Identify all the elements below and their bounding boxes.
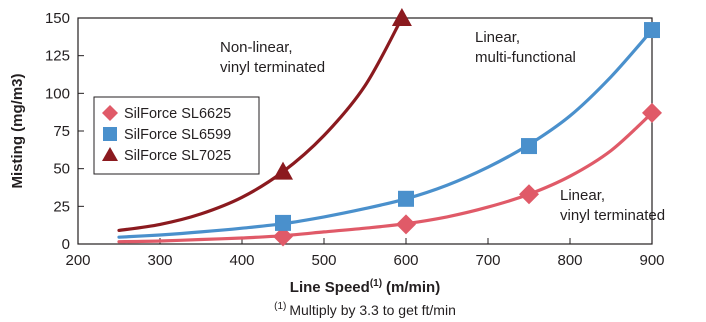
x-axis-title-superscript: (1) [370, 278, 382, 289]
legend-box [93, 96, 260, 175]
y-tick-label: 150 [45, 10, 70, 27]
data-point-square [644, 22, 660, 39]
legend-label-sl6599: SilForce SL6599 [124, 127, 231, 143]
y-tick-label: 50 [53, 161, 70, 178]
x-tick-label: 600 [393, 252, 418, 269]
x-axis-title: Line Speed(1) (m/min) [290, 278, 440, 296]
y-axis-ticks: 0 25 50 75 100 125 150 [45, 10, 84, 253]
annotation-linear-multifunctional-line1: Linear, [475, 29, 520, 46]
data-point-diamond [642, 102, 662, 123]
series-line-2 [117, 16, 404, 232]
y-axis-title: Misting (mg/m3) [9, 73, 26, 188]
series-line-1 [117, 28, 654, 239]
legend-diamond-icon [102, 105, 118, 121]
data-point-triangle [391, 8, 412, 26]
x-axis-title-main: Line Speed [290, 279, 370, 296]
legend-label-sl7025: SilForce SL7025 [124, 148, 231, 164]
annotation-linear-vinyl: Linear, vinyl terminated [560, 187, 665, 224]
data-point-square [521, 138, 537, 155]
x-tick-label: 400 [229, 252, 254, 269]
annotation-linear-vinyl-line1: Linear, [560, 187, 605, 204]
footnote: (1) Multiply by 3.3 to get ft/min [274, 301, 456, 318]
data-point-diamond [519, 184, 539, 205]
x-axis-title-unit: (m/min) [386, 279, 440, 296]
annotation-nonlinear-vinyl: Non-linear, vinyl terminated [220, 39, 325, 76]
annotation-nonlinear-vinyl-line2: vinyl terminated [220, 59, 325, 76]
annotation-linear-multifunctional-line2: multi-functional [475, 49, 576, 66]
annotation-linear-multifunctional: Linear, multi-functional [475, 29, 576, 66]
y-tick-label: 125 [45, 48, 70, 65]
x-tick-label: 200 [65, 252, 90, 269]
y-tick-label: 75 [53, 123, 70, 140]
data-point-triangle [273, 161, 293, 180]
y-tick-label: 100 [45, 85, 70, 102]
legend-label-sl6625: SilForce SL6625 [124, 106, 231, 122]
x-tick-label: 700 [475, 252, 500, 269]
x-tick-label: 300 [147, 252, 172, 269]
footnote-text: Multiply by 3.3 to get ft/min [289, 302, 456, 318]
x-tick-label: 500 [311, 252, 336, 269]
series-line-0 [117, 111, 654, 244]
data-point-square [398, 190, 414, 207]
y-tick-label: 25 [53, 198, 70, 215]
x-tick-label: 900 [639, 252, 664, 269]
series-layer [117, 8, 662, 247]
annotation-linear-vinyl-line2: vinyl terminated [560, 207, 665, 224]
y-tick-label: 0 [62, 236, 70, 253]
data-point-square [275, 214, 291, 231]
x-axis-ticks: 200 300 400 500 600 700 800 900 [65, 238, 665, 269]
legend: SilForce SL6625 SilForce SL6599 SilForce… [93, 96, 260, 175]
data-point-diamond [273, 226, 293, 247]
legend-triangle-icon [102, 147, 118, 161]
x-tick-label: 800 [557, 252, 582, 269]
annotation-nonlinear-vinyl-line1: Non-linear, [220, 39, 293, 56]
footnote-marker: (1) [274, 301, 286, 312]
legend-square-icon [103, 127, 117, 141]
data-point-diamond [396, 214, 416, 235]
